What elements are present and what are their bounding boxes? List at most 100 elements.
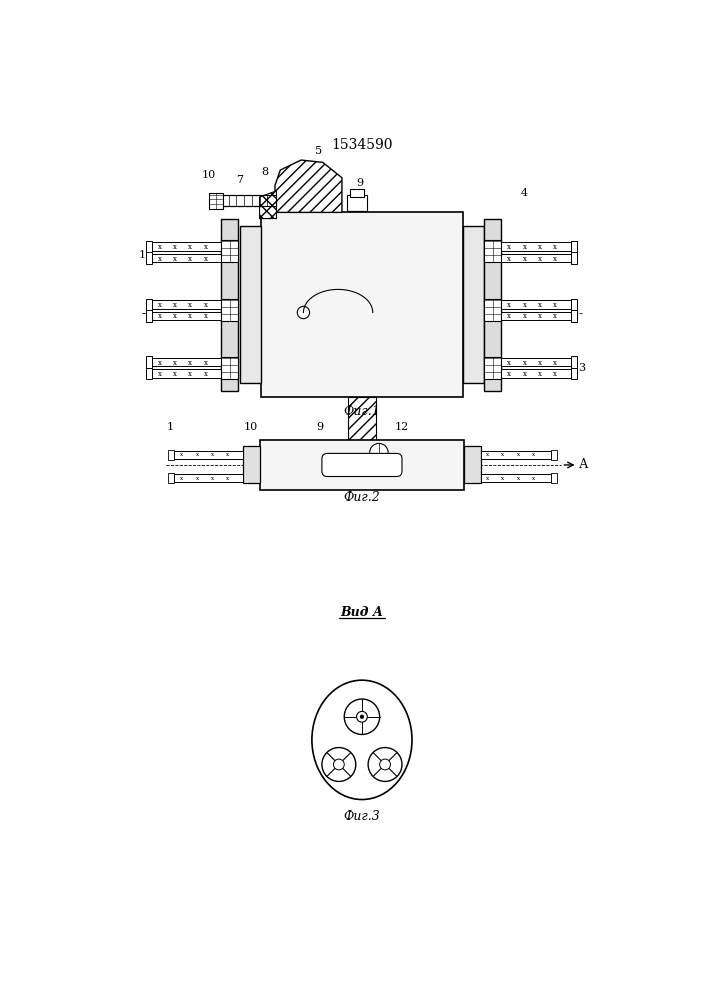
Bar xyxy=(464,446,481,483)
Bar xyxy=(484,299,501,321)
Bar xyxy=(501,312,571,320)
Text: x: x xyxy=(173,243,177,251)
Text: x: x xyxy=(173,359,177,367)
Text: x: x xyxy=(507,243,511,251)
Bar xyxy=(221,240,238,262)
Text: x: x xyxy=(158,243,161,251)
Text: x: x xyxy=(553,312,557,320)
Text: 10: 10 xyxy=(244,422,258,432)
Text: x: x xyxy=(522,359,527,367)
Bar xyxy=(571,356,577,368)
Circle shape xyxy=(360,715,364,719)
Text: x: x xyxy=(538,301,542,309)
Text: x: x xyxy=(211,476,214,481)
Bar xyxy=(484,219,501,391)
Text: x: x xyxy=(204,312,208,320)
Text: Фиг.3: Фиг.3 xyxy=(344,810,380,823)
Bar xyxy=(243,446,260,483)
Bar xyxy=(152,300,221,309)
Text: x: x xyxy=(204,255,208,263)
Bar xyxy=(551,450,557,460)
Text: x: x xyxy=(204,359,208,367)
Bar xyxy=(146,310,152,322)
Text: x: x xyxy=(553,370,557,378)
Text: x: x xyxy=(204,370,208,378)
Text: x: x xyxy=(158,255,161,263)
Text: x: x xyxy=(532,476,535,481)
Text: x: x xyxy=(188,255,192,263)
Text: Фиг.2: Фиг.2 xyxy=(344,491,380,504)
Text: 3: 3 xyxy=(578,363,585,373)
Bar xyxy=(501,254,571,262)
Bar xyxy=(501,242,571,251)
Text: x: x xyxy=(507,359,511,367)
Bar xyxy=(463,226,484,383)
Bar xyxy=(501,300,571,309)
Circle shape xyxy=(322,748,356,781)
Text: x: x xyxy=(486,476,489,481)
Bar xyxy=(484,240,501,262)
Bar xyxy=(152,242,221,251)
Bar xyxy=(168,450,174,460)
FancyBboxPatch shape xyxy=(322,453,402,477)
Text: x: x xyxy=(517,452,520,457)
Bar xyxy=(146,356,152,368)
Bar xyxy=(174,474,243,482)
Bar xyxy=(501,369,571,378)
Text: 1: 1 xyxy=(138,250,146,260)
Bar xyxy=(571,299,577,310)
Bar xyxy=(146,368,152,379)
Bar xyxy=(152,312,221,320)
Circle shape xyxy=(356,711,368,722)
Text: 5: 5 xyxy=(315,146,322,156)
Text: x: x xyxy=(173,255,177,263)
Text: x: x xyxy=(158,312,161,320)
Text: x: x xyxy=(538,359,542,367)
Text: x: x xyxy=(501,476,504,481)
Text: x: x xyxy=(553,255,557,263)
Text: x: x xyxy=(173,312,177,320)
Circle shape xyxy=(380,759,390,770)
Polygon shape xyxy=(259,191,276,219)
Text: x: x xyxy=(226,476,230,481)
Bar xyxy=(261,212,463,397)
Bar xyxy=(481,451,551,459)
Text: x: x xyxy=(188,312,192,320)
Bar xyxy=(146,252,152,264)
Text: x: x xyxy=(538,243,542,251)
Bar xyxy=(146,241,152,252)
Text: x: x xyxy=(486,452,489,457)
Bar xyxy=(571,241,577,252)
Bar xyxy=(152,369,221,378)
Circle shape xyxy=(368,748,402,781)
Text: x: x xyxy=(158,301,161,309)
Circle shape xyxy=(297,306,310,319)
Bar xyxy=(221,219,238,391)
Text: 1: 1 xyxy=(167,422,174,432)
Text: x: x xyxy=(180,452,183,457)
Text: А: А xyxy=(579,458,588,471)
Text: x: x xyxy=(553,243,557,251)
Bar xyxy=(501,358,571,366)
Bar xyxy=(260,440,464,490)
Polygon shape xyxy=(275,160,342,212)
Text: Фиг.1: Фиг.1 xyxy=(344,405,380,418)
Text: x: x xyxy=(211,452,214,457)
Text: x: x xyxy=(188,301,192,309)
Text: x: x xyxy=(204,243,208,251)
Text: x: x xyxy=(507,301,511,309)
Text: Вид А: Вид А xyxy=(341,606,383,619)
Bar xyxy=(152,254,221,262)
Text: 10: 10 xyxy=(201,170,216,180)
Text: 7: 7 xyxy=(236,175,243,185)
Text: x: x xyxy=(507,312,511,320)
Bar xyxy=(333,440,379,465)
Text: x: x xyxy=(522,312,527,320)
Text: x: x xyxy=(180,476,183,481)
Text: x: x xyxy=(522,301,527,309)
Text: x: x xyxy=(532,452,535,457)
Text: x: x xyxy=(158,370,161,378)
Text: x: x xyxy=(553,301,557,309)
Text: x: x xyxy=(517,476,520,481)
Bar xyxy=(221,299,238,321)
